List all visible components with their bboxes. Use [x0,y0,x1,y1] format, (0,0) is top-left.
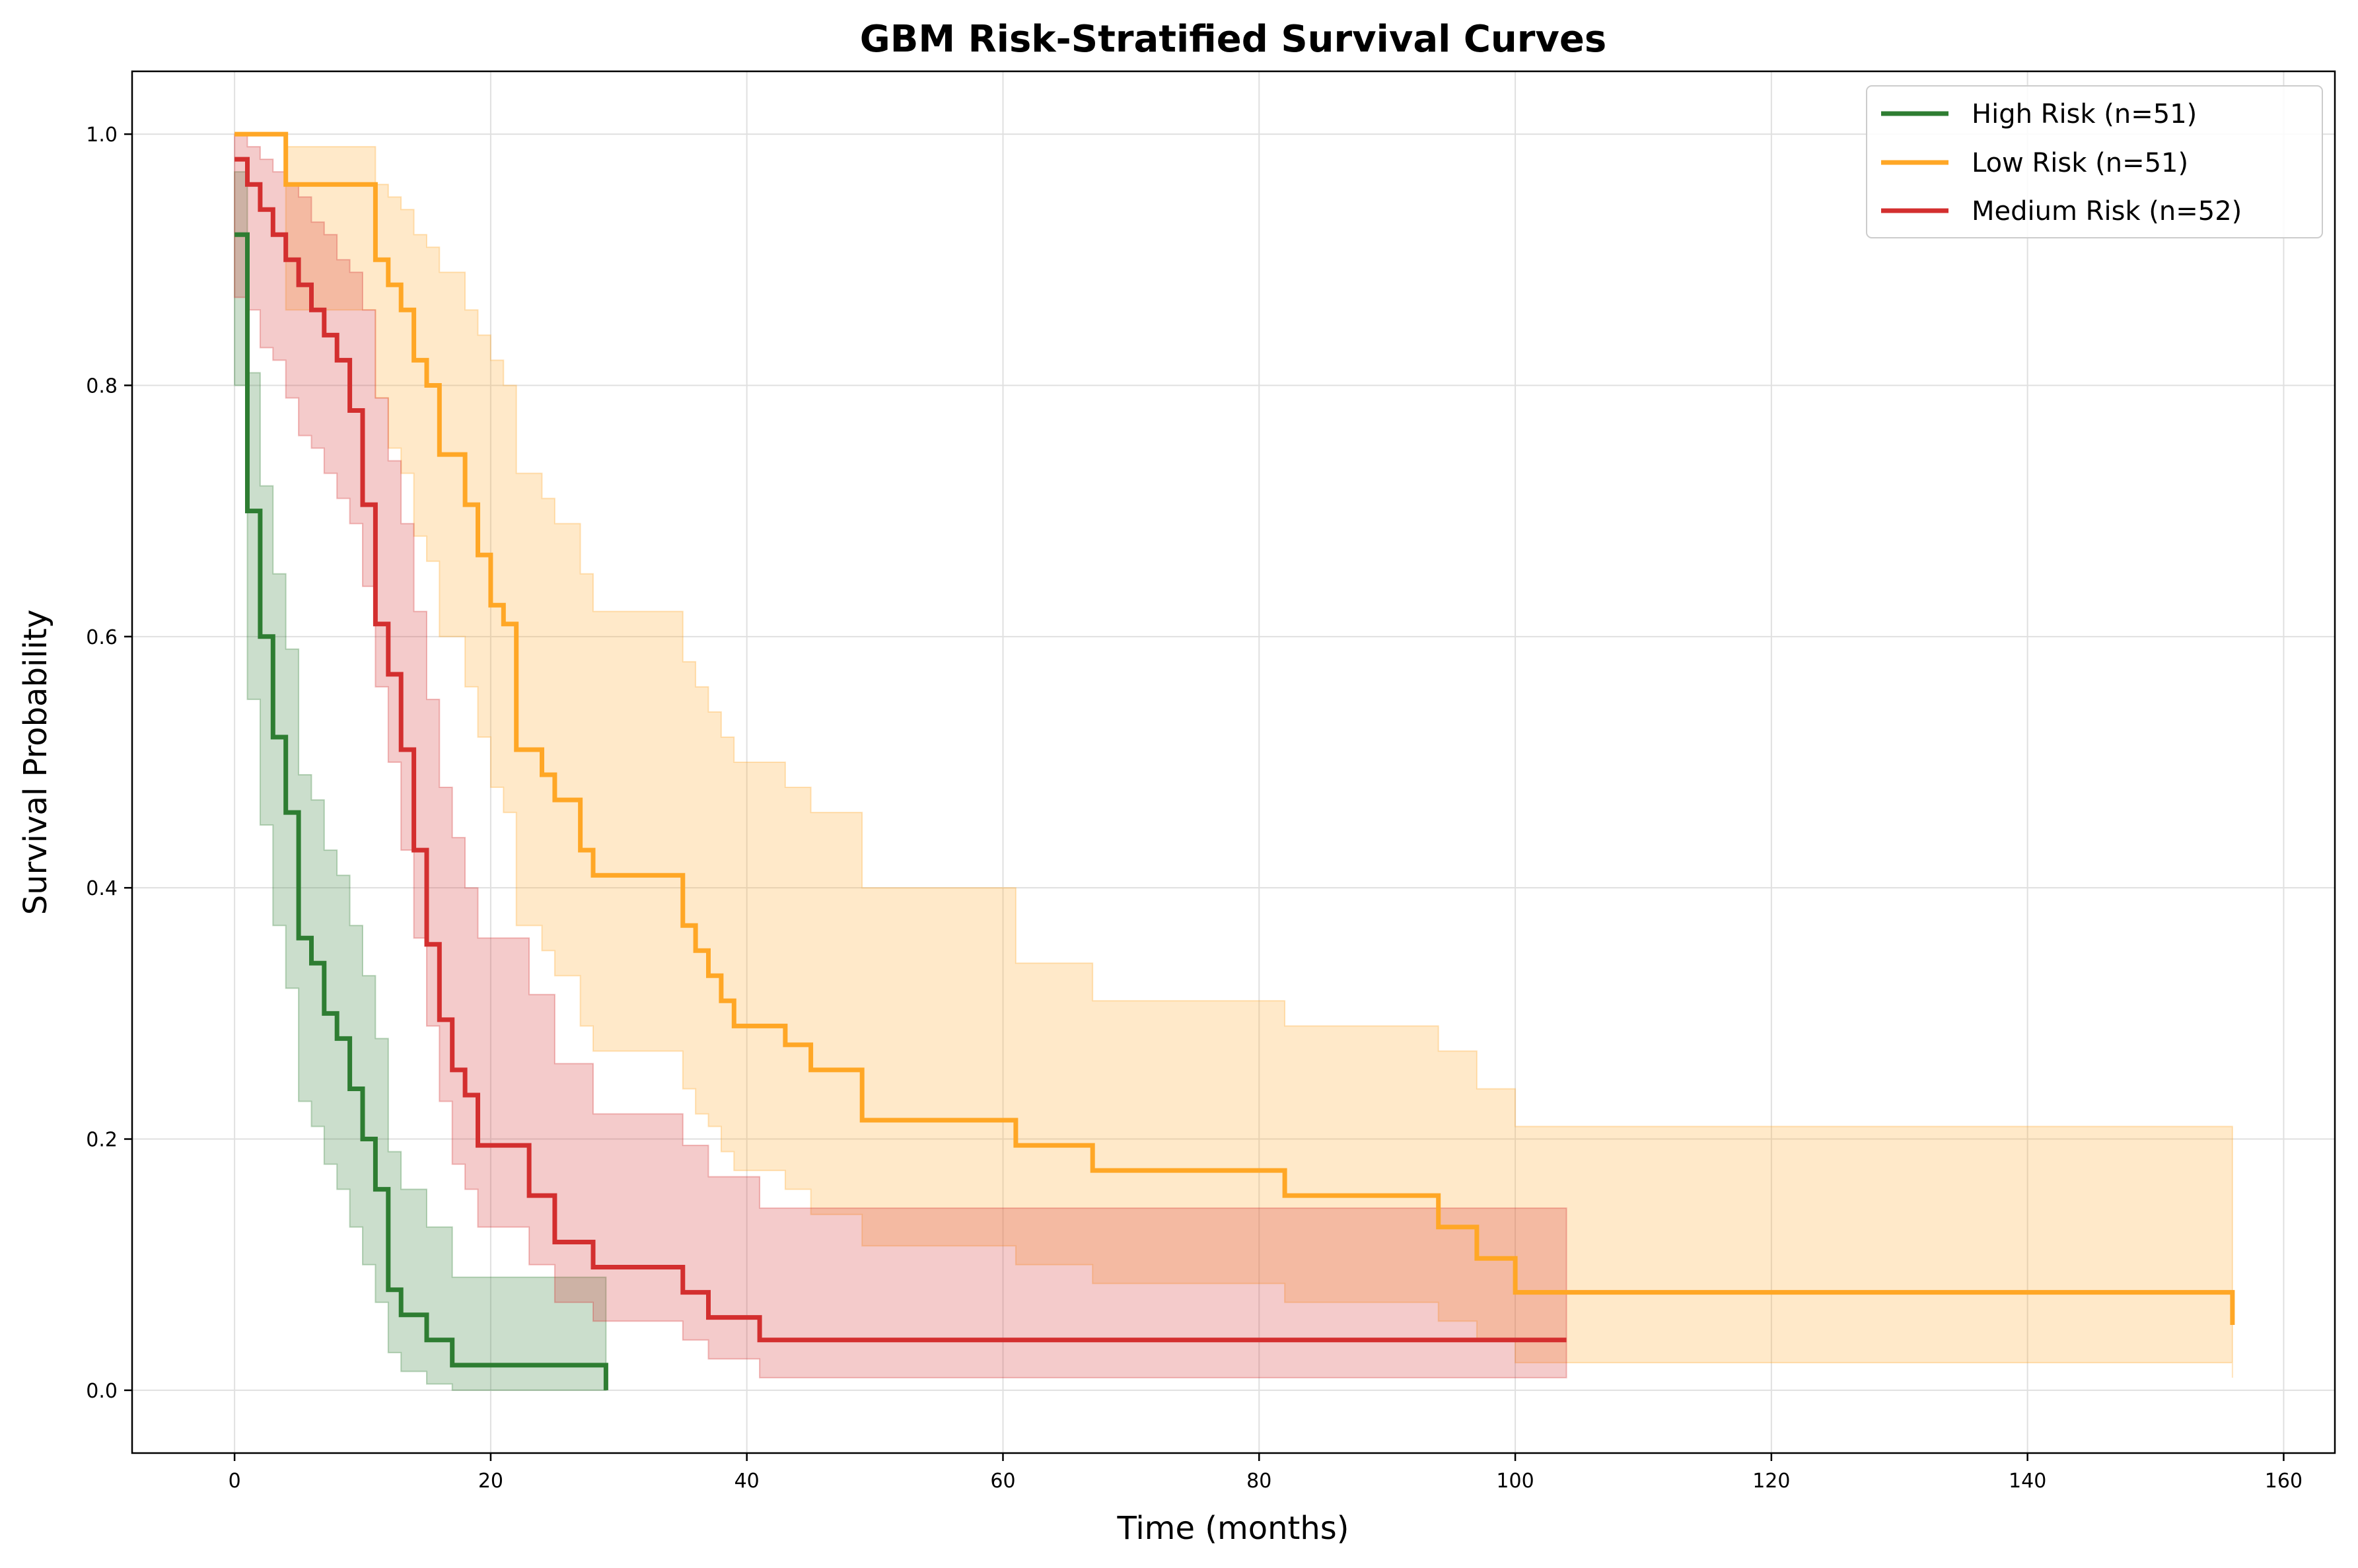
y-axis-label: Survival Probability [17,610,54,915]
x-tick-label: 120 [1752,1470,1790,1493]
legend-label-medium-risk: Medium Risk (n=52) [1972,196,2242,227]
x-tick-label: 0 [229,1470,241,1493]
x-tick-label: 100 [1496,1470,1534,1493]
y-tick-label: 1.0 [86,124,118,147]
legend-box [1866,85,2323,238]
high-risk-survival-line [234,232,608,1390]
medium-risk-confidence-band [234,133,1567,1378]
chart-title: GBM Risk-Stratified Survival Curves [860,18,1606,61]
y-tick-label: 0.6 [86,626,118,649]
x-tick-label: 60 [990,1470,1015,1493]
x-tick-label: 20 [478,1470,503,1493]
x-axis-label: Time (months) [1117,1510,1349,1547]
axis-ticks: 0 20 40 60 80 100 120 140 160 0.0 0.2 0.4 0.6 0.8 1.0 [86,124,2303,1493]
legend: High Risk (n=51) Low Risk (n=51) Medium … [1866,85,2323,238]
grid [132,71,2335,1453]
legend-label-low-risk: Low Risk (n=51) [1972,148,2188,178]
y-tick-label: 0.8 [86,374,118,398]
low-risk-survival-line [234,131,2235,1325]
x-tick-label: 80 [1246,1470,1271,1493]
y-tick-label: 0.2 [86,1129,118,1152]
low-risk-confidence-band [234,133,2233,1378]
x-tick-label: 140 [2009,1470,2046,1493]
y-tick-label: 0.0 [86,1380,118,1403]
legend-label-high-risk: High Risk (n=51) [1972,99,2197,129]
y-tick-label: 0.4 [86,877,118,900]
medium-risk-survival-line [234,157,1567,1343]
x-tick-label: 160 [2265,1470,2303,1493]
survival-lines [234,131,2235,1390]
x-tick-label: 40 [734,1470,760,1493]
plot-frame [131,70,2336,1454]
